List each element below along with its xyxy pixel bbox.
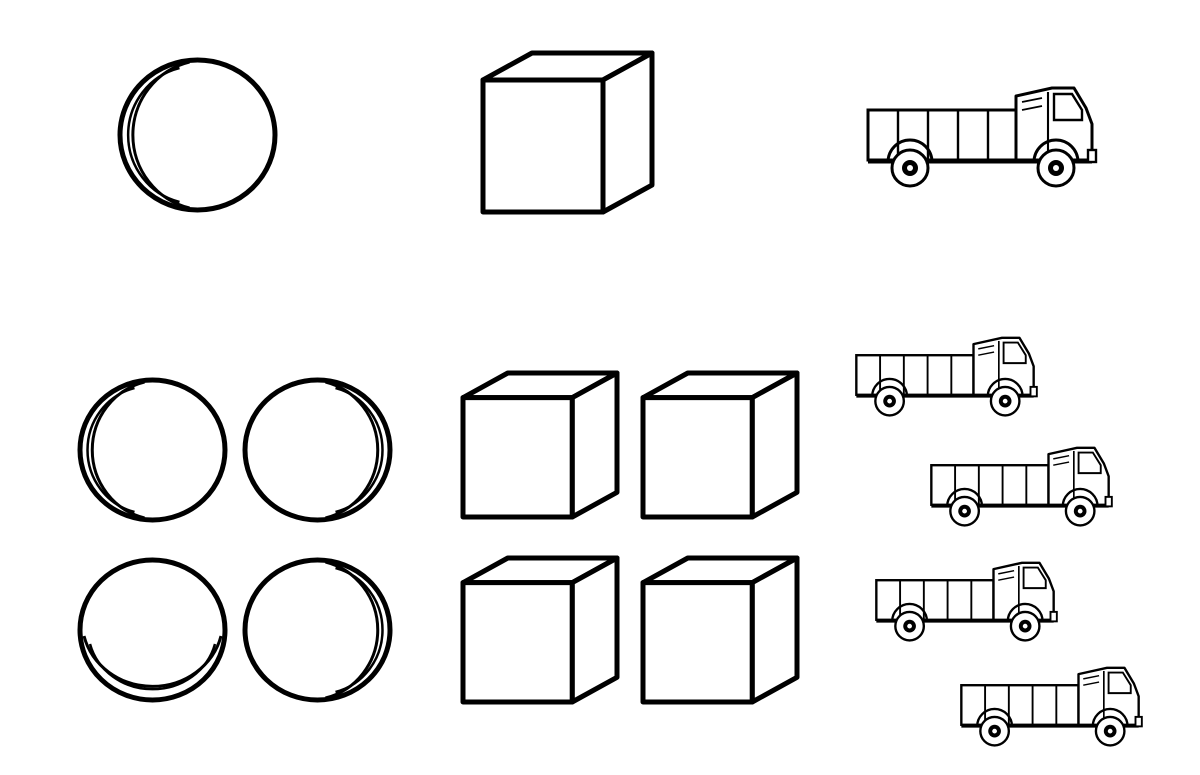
cube-icon bbox=[640, 555, 800, 705]
worksheet-canvas bbox=[0, 0, 1200, 775]
truck-icon bbox=[870, 555, 1060, 645]
sphere-icon bbox=[75, 375, 230, 525]
cube-icon bbox=[640, 370, 800, 520]
sphere-icon bbox=[240, 375, 395, 525]
sphere-icon bbox=[240, 555, 395, 705]
truck-icon bbox=[955, 660, 1145, 750]
truck-icon bbox=[925, 440, 1115, 530]
cube-icon bbox=[460, 370, 620, 520]
sphere-icon bbox=[75, 555, 230, 705]
cube-icon bbox=[460, 555, 620, 705]
truck-icon bbox=[850, 330, 1040, 420]
sphere-icon bbox=[115, 55, 280, 215]
cube-icon bbox=[480, 50, 655, 215]
truck-icon bbox=[860, 80, 1100, 190]
